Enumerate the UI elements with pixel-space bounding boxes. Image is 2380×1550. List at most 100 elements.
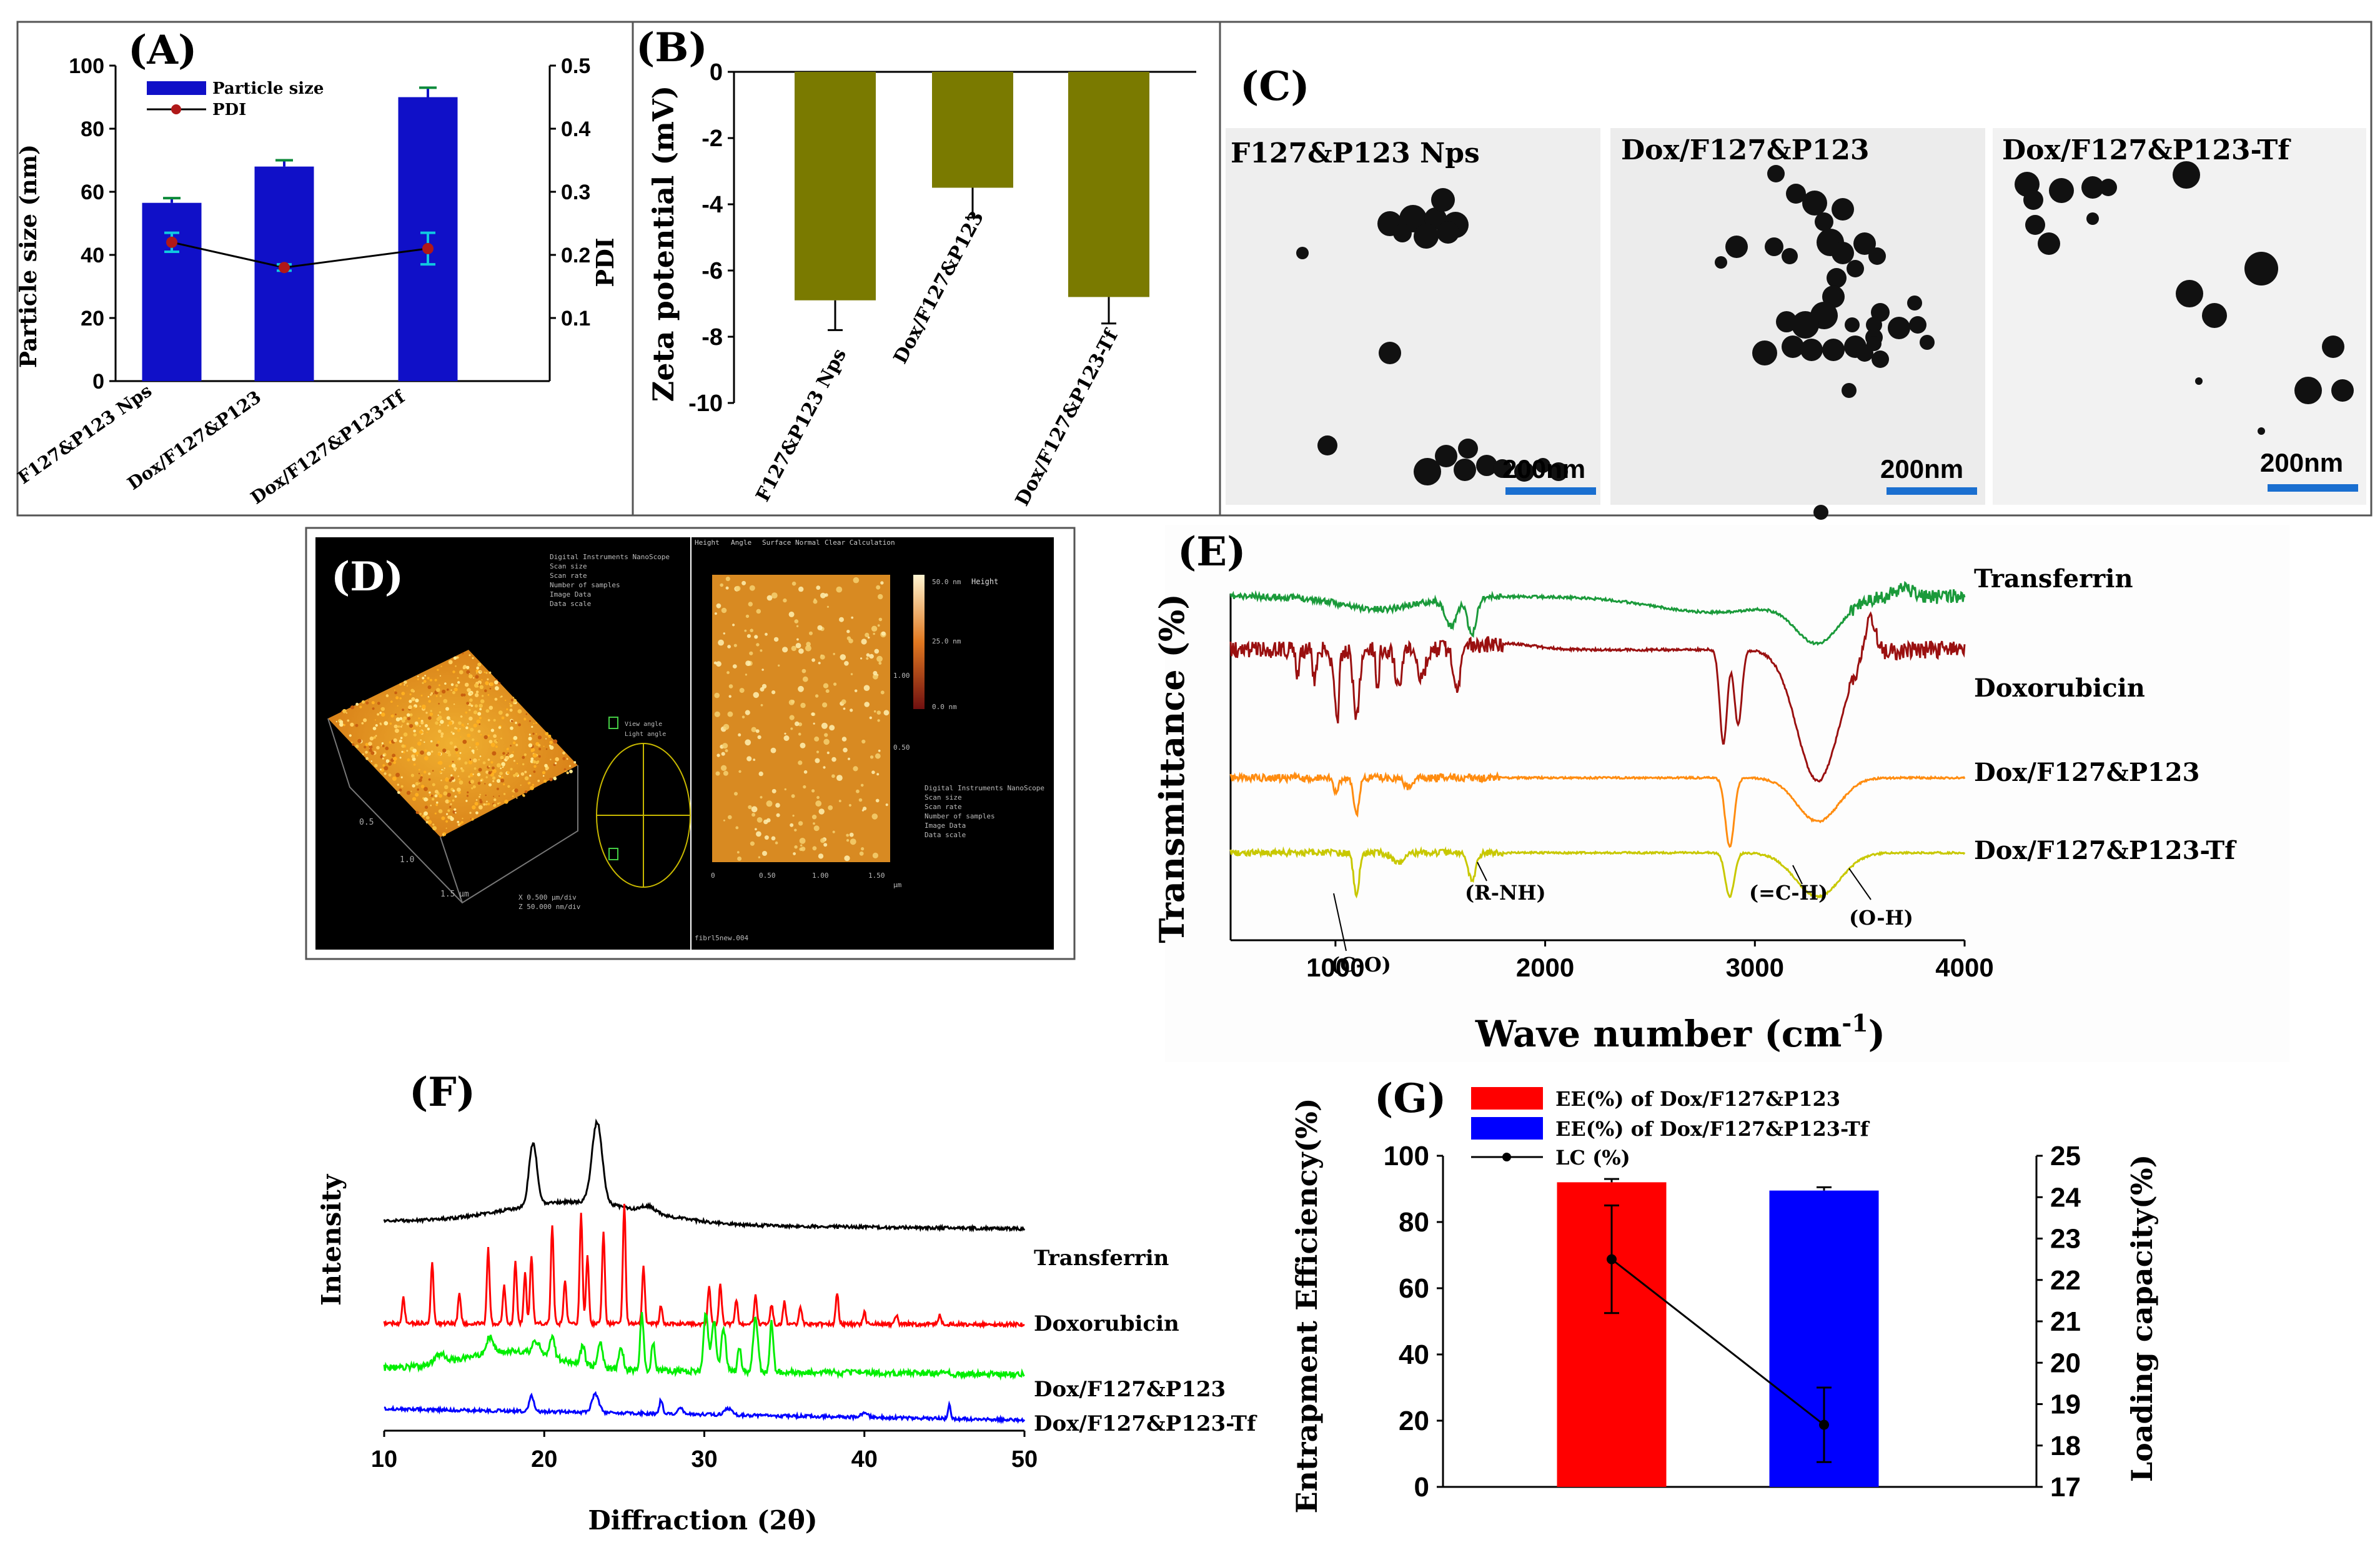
tem-particle xyxy=(1786,184,1806,204)
afm-3d-grain xyxy=(467,723,469,725)
afm-3d-grain xyxy=(492,766,495,770)
afm-3d-grain xyxy=(456,656,459,659)
panel-e-xlabel-sup: -1 xyxy=(1842,1009,1868,1037)
afm-3d-grain xyxy=(528,720,531,722)
tem-particle xyxy=(1792,311,1819,339)
afm-3d-grain xyxy=(379,722,382,725)
afm-2d-grain xyxy=(838,800,841,803)
afm-2d-grain xyxy=(850,708,853,712)
afm-3d-grain xyxy=(415,751,419,755)
afm-3d-grain xyxy=(419,813,422,815)
afm-3d-grain xyxy=(542,771,546,775)
afm-2d-grain xyxy=(745,739,751,746)
afm-2d-grain xyxy=(728,815,732,820)
afm-2d-grain xyxy=(792,815,795,817)
afm-3d-grain xyxy=(419,730,424,734)
tem-particle xyxy=(2049,178,2074,203)
g-ytick-label: 100 xyxy=(1384,1141,1429,1171)
panel-f: (F) Intensity 10 20 30 40 50 Transferrin Doxo… xyxy=(316,1069,1257,1536)
afm-3d-grain xyxy=(429,678,433,682)
afm-3d-grain xyxy=(490,761,493,764)
afm-3d-grain xyxy=(410,773,415,777)
afm-3d-grain xyxy=(355,744,359,748)
a-ytick-label: 80 xyxy=(81,117,104,141)
afm-3d-grain xyxy=(510,726,513,730)
afm-2d-x0: 0 xyxy=(711,872,715,880)
tem-image-3-scale-label: 200nm xyxy=(2260,448,2343,477)
afm-3d-grain xyxy=(478,703,483,708)
afm-3d-grain xyxy=(401,724,403,726)
afm-2d-grain xyxy=(753,758,756,761)
afm-3d-grain xyxy=(399,739,402,743)
afm-3d-axis-0: 0.5 xyxy=(359,818,374,827)
afm-3d-grain xyxy=(549,777,553,782)
afm-3d-grain xyxy=(476,672,478,674)
tem-particle xyxy=(2202,303,2227,328)
afm-3d-grain xyxy=(512,790,513,792)
afm-3d-grain xyxy=(475,675,479,679)
afm-3d-grain xyxy=(380,712,385,717)
panel-b-bars xyxy=(795,72,1149,331)
afm-3d-grain xyxy=(455,665,457,667)
afm-2d-grain xyxy=(878,662,882,665)
afm-2d-grain xyxy=(761,683,767,689)
afm-3d-grain xyxy=(385,747,389,750)
afm-3d-grain xyxy=(509,708,513,712)
tem-particle xyxy=(1476,455,1497,476)
afm-3d-grain xyxy=(380,707,385,712)
afm-3d-grain xyxy=(412,784,415,788)
afm-3d-grain xyxy=(533,765,537,768)
afm-3d-grain xyxy=(481,679,483,681)
b-ytick-label: 0 xyxy=(710,59,723,86)
afm-2d-grain xyxy=(814,736,820,742)
afm-3d-grain xyxy=(498,710,503,715)
afm-2d-grain xyxy=(829,725,835,731)
afm-3d-grain xyxy=(419,782,420,785)
afm-info-left-3: Number of samples xyxy=(550,581,620,589)
afm-2d-grain xyxy=(754,635,758,639)
afm-2d-grain xyxy=(860,657,863,660)
afm-2d-grain xyxy=(725,586,729,590)
afm-footer: fibrl5new.004 xyxy=(695,934,748,942)
afm-3d-grain xyxy=(397,791,400,794)
afm-3d-grain xyxy=(447,815,451,819)
tem-particle xyxy=(1765,237,1783,256)
afm-3d-grain xyxy=(446,688,449,691)
afm-3d-grain xyxy=(501,776,503,779)
tem-particle xyxy=(1867,336,1882,351)
afm-3d-grain xyxy=(475,811,478,815)
afm-3d-grain xyxy=(453,703,455,705)
tem-particle xyxy=(1776,311,1797,332)
afm-2d-grain xyxy=(866,657,869,660)
afm-2d-grain xyxy=(811,658,815,662)
afm-3d-grain xyxy=(444,767,445,769)
afm-3d-grain xyxy=(461,769,465,773)
afm-3d-grain xyxy=(432,826,437,831)
afm-2d-grain xyxy=(790,727,793,730)
afm-3d-grain xyxy=(424,756,429,761)
afm-3d-grain xyxy=(493,734,497,738)
afm-3d-grain xyxy=(489,687,492,690)
afm-3d-grain xyxy=(457,820,460,823)
afm-3d-grain xyxy=(437,714,439,716)
afm-info-right-5: Data scale xyxy=(925,831,966,839)
afm-3d-grain xyxy=(424,675,426,677)
afm-view-marker-1 xyxy=(608,717,618,729)
afm-3d-grain xyxy=(532,783,535,786)
afm-3d-grain xyxy=(428,716,432,720)
tem-particle xyxy=(1535,458,1550,473)
afm-3d-grain xyxy=(469,758,472,761)
afm-3d-grain xyxy=(382,764,385,767)
afm-3d-grain xyxy=(485,709,490,713)
afm-2d-grain xyxy=(859,851,864,856)
afm-3d-grain xyxy=(454,795,457,798)
afm-2d-grain xyxy=(843,707,846,710)
afm-3d-grain xyxy=(509,755,513,758)
afm-3d-grain xyxy=(402,708,404,711)
afm-3d-grain xyxy=(535,733,537,735)
a-y2tick-label: 0.5 xyxy=(561,54,590,78)
afm-color-scale-top: 50.0 nm xyxy=(932,578,961,586)
afm-3d-grain xyxy=(435,721,439,725)
afm-2d-grain xyxy=(802,676,808,682)
afm-3d-grain xyxy=(523,753,527,757)
